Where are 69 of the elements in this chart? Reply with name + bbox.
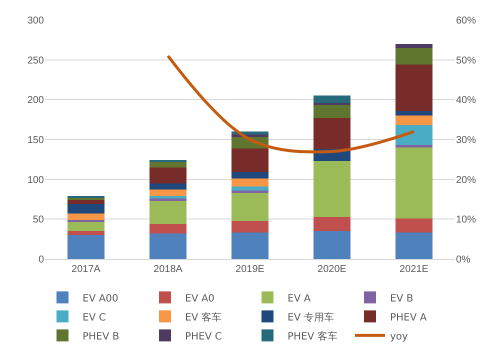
bar	[396, 125, 432, 146]
y-tick-label: 250	[27, 55, 44, 66]
bar	[68, 222, 104, 232]
line-series	[166, 54, 416, 154]
legend-label: EV 专用车	[288, 311, 334, 324]
y-tick-label: 50	[32, 214, 44, 226]
legend-label: EV A	[288, 293, 311, 304]
bar	[396, 147, 432, 218]
bar	[314, 161, 350, 217]
bar	[314, 231, 350, 259]
bar	[150, 200, 186, 224]
bar	[232, 172, 268, 179]
legend-label: EV A0	[185, 293, 215, 304]
bar	[396, 44, 432, 48]
y2-tick-label: 10%	[456, 214, 476, 226]
legend-label: EV 客车	[185, 311, 222, 324]
bar	[232, 148, 268, 172]
x-tick-label: 2021E	[400, 264, 429, 275]
y2-tick-label: 20%	[456, 174, 476, 186]
legend-label: PHEV C	[185, 331, 222, 342]
legend-label: PHEV B	[82, 331, 120, 342]
y-tick-label: 150	[27, 135, 44, 146]
x-tick-label: 2017A	[72, 264, 101, 275]
bar	[68, 235, 104, 259]
y-tick-label: 200	[27, 95, 44, 106]
bar	[150, 167, 186, 184]
bar	[396, 48, 432, 65]
bar	[68, 204, 104, 214]
y-tick-label: 0	[38, 254, 44, 266]
legend-label: yoy	[390, 331, 408, 342]
bar	[232, 220, 268, 233]
bar	[396, 232, 432, 259]
bar	[396, 64, 432, 111]
bar	[150, 190, 186, 196]
bar	[232, 186, 268, 190]
legend-label: PHEV 客车	[288, 330, 338, 342]
y-tick-label: 300	[27, 16, 44, 26]
bar	[68, 214, 104, 220]
bar	[232, 192, 268, 221]
x-tick-label: 2018A	[154, 264, 183, 275]
legend-label: EV C	[82, 312, 106, 324]
bar	[314, 216, 350, 232]
y2-tick-label: 0%	[456, 254, 471, 266]
bar	[232, 190, 268, 193]
y2-tick-label: 60%	[456, 16, 476, 26]
y2-tick-label: 50%	[456, 55, 476, 66]
y2-tick-label: 30%	[456, 135, 476, 146]
legend-label: EV B	[390, 293, 414, 304]
bar	[150, 183, 186, 190]
legend-label: EV A00	[82, 293, 118, 304]
x-tick-label: 2019E	[236, 264, 265, 275]
bar	[68, 200, 104, 204]
bar	[314, 118, 350, 150]
bar	[232, 178, 268, 186]
bar	[150, 162, 186, 168]
bar	[232, 232, 268, 259]
y2-tick-label: 40%	[456, 95, 476, 106]
y-tick-label: 100	[27, 174, 44, 186]
bar	[150, 224, 186, 234]
bar	[68, 231, 104, 236]
bar	[396, 116, 432, 126]
bar	[396, 218, 432, 233]
bar	[150, 198, 186, 201]
bar	[314, 96, 350, 103]
legend-label: PHEV A	[390, 312, 427, 324]
bar	[150, 234, 186, 259]
x-tick-label: 2020E	[318, 264, 347, 275]
bar	[396, 110, 432, 116]
bar	[314, 105, 350, 118]
